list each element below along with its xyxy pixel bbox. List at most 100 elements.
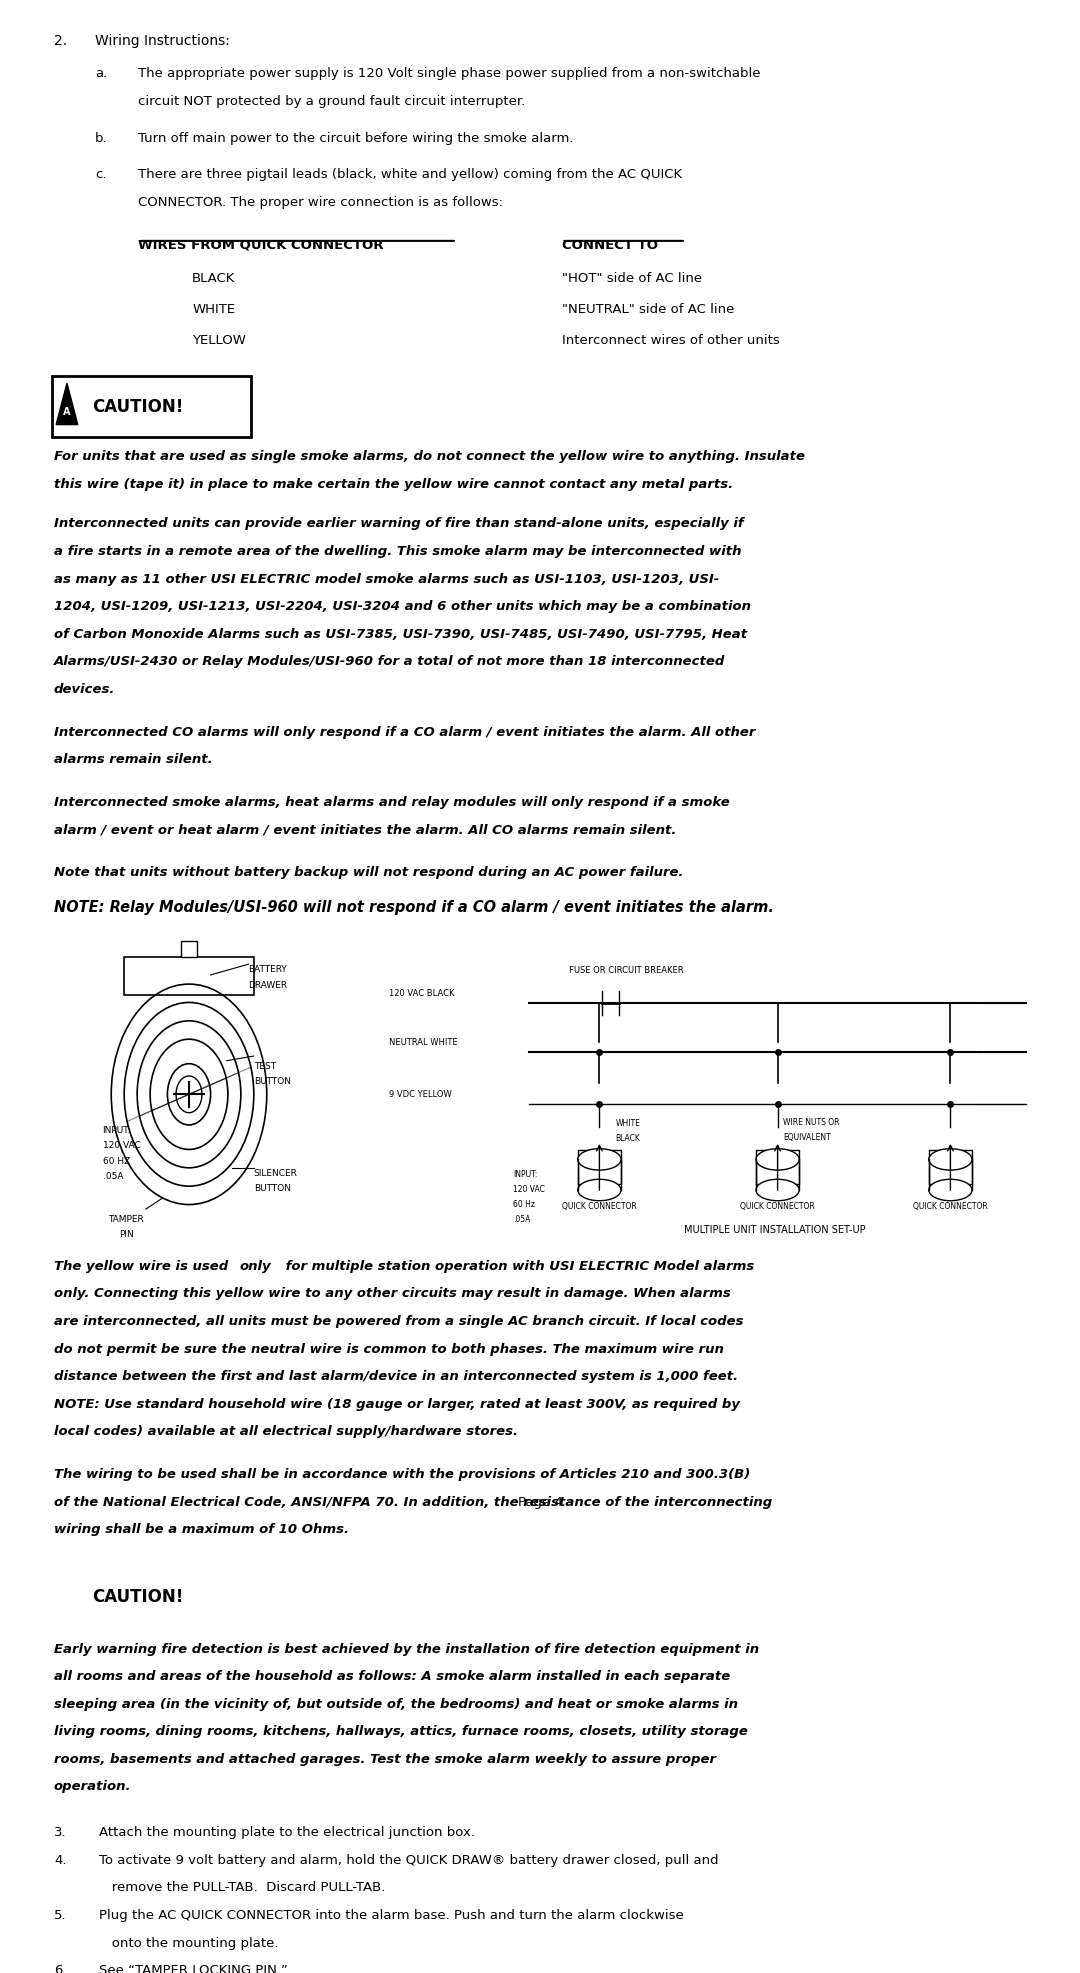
Text: operation.: operation. — [54, 1780, 132, 1791]
Text: A: A — [64, 406, 70, 416]
Text: QUICK CONNECTOR: QUICK CONNECTOR — [913, 1202, 988, 1209]
Text: QUICK CONNECTOR: QUICK CONNECTOR — [562, 1202, 637, 1209]
Text: a fire starts in a remote area of the dwelling. This smoke alarm may be intercon: a fire starts in a remote area of the dw… — [54, 545, 742, 558]
Text: BUTTON: BUTTON — [254, 1184, 291, 1192]
Text: CAUTION!: CAUTION! — [92, 1586, 184, 1604]
Text: only: only — [240, 1259, 271, 1273]
Text: NOTE: Use standard household wire (18 gauge or larger, rated at least 300V, as r: NOTE: Use standard household wire (18 ga… — [54, 1397, 740, 1411]
Text: Page 4: Page 4 — [517, 1496, 563, 1509]
Text: WHITE: WHITE — [616, 1119, 640, 1127]
Text: INPUT:: INPUT: — [103, 1125, 131, 1134]
Text: To activate 9 volt battery and alarm, hold the QUICK DRAW® battery drawer closed: To activate 9 volt battery and alarm, ho… — [99, 1853, 719, 1866]
Text: alarms remain silent.: alarms remain silent. — [54, 754, 213, 766]
Bar — [929, 1150, 972, 1184]
Text: remove the PULL-TAB.  Discard PULL-TAB.: remove the PULL-TAB. Discard PULL-TAB. — [99, 1880, 386, 1894]
Text: a.: a. — [95, 67, 107, 81]
Text: BLACK: BLACK — [616, 1134, 640, 1142]
Text: FUSE OR CIRCUIT BREAKER: FUSE OR CIRCUIT BREAKER — [569, 965, 684, 975]
Text: circuit NOT protected by a ground fault circuit interrupter.: circuit NOT protected by a ground fault … — [138, 95, 526, 109]
Text: CONNECTOR. The proper wire connection is as follows:: CONNECTOR. The proper wire connection is… — [138, 195, 503, 209]
Text: devices.: devices. — [54, 683, 116, 694]
Text: Interconnected units can provide earlier warning of fire than stand-alone units,: Interconnected units can provide earlier… — [54, 517, 744, 531]
Bar — [181, 941, 197, 957]
Bar — [124, 957, 254, 994]
Text: 60 HZ: 60 HZ — [103, 1156, 130, 1164]
Text: Plug the AC QUICK CONNECTOR into the alarm base. Push and turn the alarm clockwi: Plug the AC QUICK CONNECTOR into the ala… — [99, 1908, 684, 1922]
Text: 60 Hz: 60 Hz — [513, 1200, 535, 1209]
Text: 3.: 3. — [54, 1825, 67, 1839]
Text: .05A: .05A — [103, 1172, 123, 1180]
Text: of the National Electrical Code, ANSI/NFPA 70. In addition, the resistance of th: of the National Electrical Code, ANSI/NF… — [54, 1496, 772, 1507]
Text: 1204, USI-1209, USI-1213, USI-2204, USI-3204 and 6 other units which may be a co: 1204, USI-1209, USI-1213, USI-2204, USI-… — [54, 600, 751, 614]
Polygon shape — [56, 1572, 78, 1614]
Ellipse shape — [578, 1180, 621, 1202]
Text: WHITE: WHITE — [192, 304, 235, 316]
Text: BATTERY: BATTERY — [248, 965, 287, 975]
Circle shape — [176, 1077, 202, 1113]
Text: all rooms and areas of the household as follows: A smoke alarm installed in each: all rooms and areas of the household as … — [54, 1669, 730, 1683]
Text: for multiple station operation with USI ELECTRIC Model alarms: for multiple station operation with USI … — [281, 1259, 754, 1273]
Text: local codes) available at all electrical supply/hardware stores.: local codes) available at all electrical… — [54, 1425, 518, 1438]
Text: onto the mounting plate.: onto the mounting plate. — [99, 1936, 279, 1949]
Text: Early warning fire detection is best achieved by the installation of fire detect: Early warning fire detection is best ach… — [54, 1642, 759, 1655]
Text: alarm / event or heat alarm / event initiates the alarm. All CO alarms remain si: alarm / event or heat alarm / event init… — [54, 823, 676, 837]
Text: living rooms, dining rooms, kitchens, hallways, attics, furnace rooms, closets, : living rooms, dining rooms, kitchens, ha… — [54, 1724, 747, 1738]
Text: 6.: 6. — [54, 1963, 67, 1973]
Text: c.: c. — [95, 168, 107, 182]
Text: Turn off main power to the circuit before wiring the smoke alarm.: Turn off main power to the circuit befor… — [138, 132, 573, 144]
Text: sleeping area (in the vicinity of, but outside of, the bedrooms) and heat or smo: sleeping area (in the vicinity of, but o… — [54, 1697, 738, 1711]
Text: PIN: PIN — [119, 1229, 134, 1239]
Text: Wiring Instructions:: Wiring Instructions: — [95, 34, 230, 47]
Text: BUTTON: BUTTON — [254, 1077, 291, 1085]
Text: of Carbon Monoxide Alarms such as USI-7385, USI-7390, USI-7485, USI-7490, USI-77: of Carbon Monoxide Alarms such as USI-73… — [54, 627, 747, 641]
Text: Note that units without battery backup will not respond during an AC power failu: Note that units without battery backup w… — [54, 866, 684, 880]
Text: CAUTION!: CAUTION! — [92, 399, 184, 416]
Text: Interconnected smoke alarms, heat alarms and relay modules will only respond if : Interconnected smoke alarms, heat alarms… — [54, 795, 730, 809]
Text: SILENCER: SILENCER — [254, 1168, 298, 1178]
Text: wiring shall be a maximum of 10 Ohms.: wiring shall be a maximum of 10 Ohms. — [54, 1523, 349, 1535]
Bar — [578, 1150, 621, 1184]
Text: b.: b. — [95, 132, 108, 144]
Text: TEST: TEST — [254, 1061, 275, 1069]
Text: See “TAMPER LOCKING PIN.”: See “TAMPER LOCKING PIN.” — [99, 1963, 288, 1973]
Text: The appropriate power supply is 120 Volt single phase power supplied from a non-: The appropriate power supply is 120 Volt… — [138, 67, 760, 81]
Text: CONNECT TO: CONNECT TO — [562, 239, 658, 253]
Text: this wire (tape it) in place to make certain the yellow wire cannot contact any : this wire (tape it) in place to make cer… — [54, 477, 733, 491]
Text: only. Connecting this yellow wire to any other circuits may result in damage. Wh: only. Connecting this yellow wire to any… — [54, 1286, 731, 1300]
Ellipse shape — [929, 1180, 972, 1202]
Polygon shape — [56, 385, 78, 426]
Text: Interconnected CO alarms will only respond if a CO alarm / event initiates the a: Interconnected CO alarms will only respo… — [54, 726, 755, 738]
Text: QUICK CONNECTOR: QUICK CONNECTOR — [740, 1202, 815, 1209]
Text: 5.: 5. — [54, 1908, 67, 1922]
Text: "NEUTRAL" side of AC line: "NEUTRAL" side of AC line — [562, 304, 734, 316]
Text: are interconnected, all units must be powered from a single AC branch circuit. I: are interconnected, all units must be po… — [54, 1314, 743, 1328]
Text: A: A — [64, 1594, 70, 1604]
Text: distance between the first and last alarm/device in an interconnected system is : distance between the first and last alar… — [54, 1369, 738, 1383]
Text: Attach the mounting plate to the electrical junction box.: Attach the mounting plate to the electri… — [99, 1825, 475, 1839]
Text: NEUTRAL WHITE: NEUTRAL WHITE — [389, 1038, 458, 1046]
Text: There are three pigtail leads (black, white and yellow) coming from the AC QUICK: There are three pigtail leads (black, wh… — [138, 168, 683, 182]
Text: WIRES FROM QUICK CONNECTOR: WIRES FROM QUICK CONNECTOR — [138, 239, 383, 253]
Text: DRAWER: DRAWER — [248, 981, 287, 988]
Text: 4.: 4. — [54, 1853, 67, 1866]
Text: "HOT" side of AC line: "HOT" side of AC line — [562, 272, 702, 286]
Text: 2.: 2. — [54, 34, 67, 47]
Text: BLACK: BLACK — [192, 272, 235, 286]
Bar — [756, 1150, 799, 1184]
Text: do not permit be sure the neutral wire is common to both phases. The maximum wir: do not permit be sure the neutral wire i… — [54, 1342, 724, 1355]
Text: Interconnect wires of other units: Interconnect wires of other units — [562, 333, 780, 347]
Text: 120 VAC BLACK: 120 VAC BLACK — [389, 988, 455, 998]
Text: Alarms/USI-2430 or Relay Modules/USI-960 for a total of not more than 18 interco: Alarms/USI-2430 or Relay Modules/USI-960… — [54, 655, 726, 669]
Ellipse shape — [578, 1148, 621, 1170]
Text: The wiring to be used shall be in accordance with the provisions of Articles 210: The wiring to be used shall be in accord… — [54, 1468, 751, 1480]
Text: rooms, basements and attached garages. Test the smoke alarm weekly to assure pro: rooms, basements and attached garages. T… — [54, 1752, 716, 1766]
FancyBboxPatch shape — [52, 1565, 251, 1626]
Text: WIRE NUTS OR: WIRE NUTS OR — [783, 1117, 839, 1127]
Ellipse shape — [756, 1148, 799, 1170]
Ellipse shape — [756, 1180, 799, 1202]
Text: 120 VAC: 120 VAC — [103, 1140, 140, 1150]
Text: as many as 11 other USI ELECTRIC model smoke alarms such as USI-1103, USI-1203, : as many as 11 other USI ELECTRIC model s… — [54, 572, 719, 586]
Text: EQUIVALENT: EQUIVALENT — [783, 1133, 831, 1140]
FancyBboxPatch shape — [52, 377, 251, 438]
Text: The yellow wire is used: The yellow wire is used — [54, 1259, 233, 1273]
